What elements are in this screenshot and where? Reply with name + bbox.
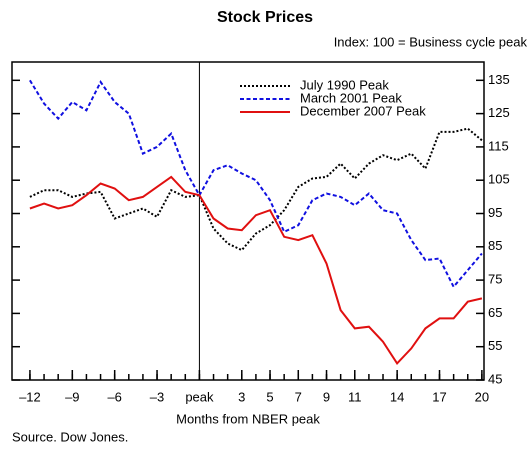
y-tick-label: 55 <box>488 338 502 353</box>
y-tick-label: 125 <box>488 105 510 120</box>
y-tick-label: 65 <box>488 305 502 320</box>
source-note: Source. Dow Jones. <box>12 429 128 444</box>
chart-subtitle: Index: 100 = Business cycle peak <box>334 34 528 49</box>
x-tick-label: 11 <box>348 389 362 404</box>
x-tick-label: –3 <box>150 389 164 404</box>
y-tick-label: 95 <box>488 205 502 220</box>
series-line <box>29 127 483 252</box>
y-tick-label: 75 <box>488 272 502 287</box>
x-tick-label: 5 <box>266 389 273 404</box>
plot-frame <box>11 61 485 381</box>
x-tick-label: 3 <box>238 389 245 404</box>
x-tick-label: 14 <box>390 389 404 404</box>
y-tick-label: 115 <box>488 138 509 153</box>
series-line <box>29 175 483 366</box>
x-axis-label: Months from NBER peak <box>176 411 320 426</box>
x-tick-label: 7 <box>295 389 302 404</box>
y-tick-label: 135 <box>488 72 510 87</box>
x-tick-label: –12 <box>19 389 41 404</box>
x-tick-label: peak <box>185 389 214 404</box>
x-tick-label: –6 <box>107 389 121 404</box>
x-tick-label: 20 <box>475 389 489 404</box>
legend-label: March 2001 Peak <box>300 90 402 105</box>
y-tick-label: 85 <box>488 238 502 253</box>
y-tick-label: 45 <box>488 371 502 386</box>
chart-title: Stock Prices <box>217 9 313 26</box>
x-tick-label: –9 <box>65 389 79 404</box>
legend-label: July 1990 Peak <box>300 77 389 92</box>
series-line <box>29 79 483 289</box>
y-tick-label: 105 <box>488 172 510 187</box>
x-tick-label: 9 <box>323 389 330 404</box>
x-tick-label: 17 <box>432 389 446 404</box>
legend-label: December 2007 Peak <box>300 103 426 118</box>
